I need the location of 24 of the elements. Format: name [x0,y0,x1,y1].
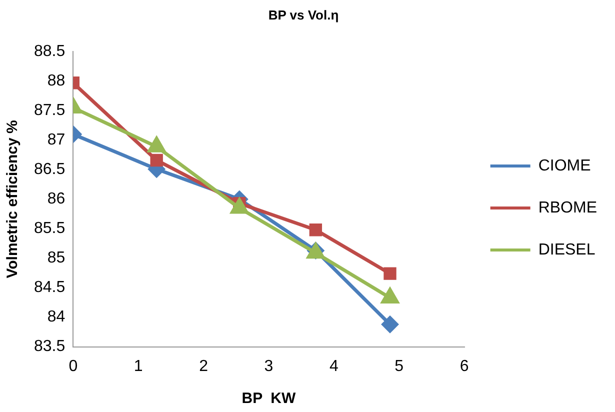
y-tick-label: 85.5 [34,220,66,238]
x-tick-label: 5 [394,358,404,375]
x-axis-title: BP KW [242,390,297,408]
legend-label: CIOME [538,157,591,174]
y-tick-label: 88 [47,72,66,90]
y-tick-label: 87.5 [34,102,66,120]
x-tick-label: 2 [199,358,208,375]
y-tick-label: 87 [47,132,66,149]
legend-label: DIESEL [538,241,596,258]
y-tick-label: 86.5 [34,161,66,178]
y-axis-title: Volmetric efficiency % [4,120,22,278]
x-tick-label: 1 [134,358,143,375]
y-tick-label: 86 [47,190,66,208]
x-tick-label: 0 [68,358,78,375]
y-tick-label: 83.5 [34,338,66,356]
y-tick-label: 88.5 [34,43,66,60]
chart-title: BP vs Vol.η [268,7,339,22]
y-tick-label: 84 [47,308,66,326]
x-tick-label: 4 [329,358,338,375]
legend-label: RBOME [538,199,597,216]
x-tick-label: 3 [264,358,274,375]
x-tick-label: 6 [460,358,469,375]
y-tick-label: 85 [47,250,66,267]
y-tick-label: 84.5 [34,279,66,296]
